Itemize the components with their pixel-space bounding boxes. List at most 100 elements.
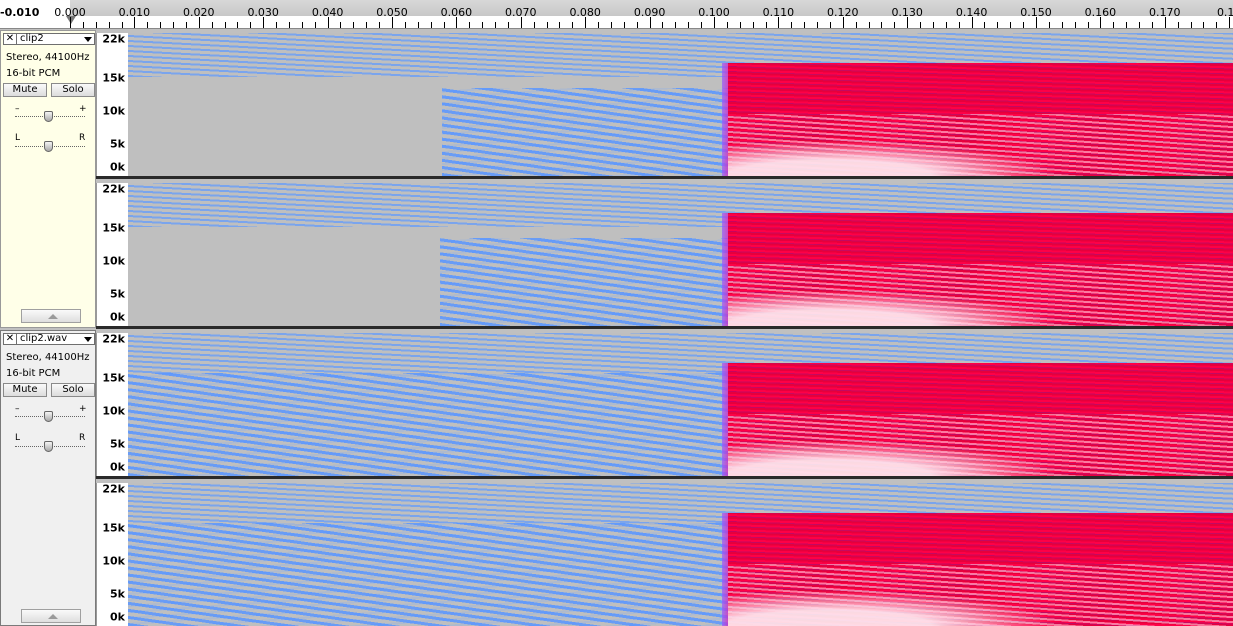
gain-slider-thumb[interactable]: [44, 411, 53, 422]
ruler-shade: [70, 0, 1233, 16]
ruler-major-tick: [134, 17, 136, 28]
spectrogram-channel[interactable]: [128, 33, 1233, 176]
frequency-label: 5k: [110, 587, 125, 601]
spectrogram-channel[interactable]: [128, 483, 1233, 626]
ruler-minor-tick: [623, 22, 625, 28]
ruler-minor-tick: [675, 22, 677, 28]
frequency-scale[interactable]: 22k 15k 10k 5k 0k: [96, 483, 128, 626]
ruler-minor-tick: [662, 22, 664, 28]
ruler-minor-tick: [752, 22, 754, 28]
ruler-minor-tick: [636, 22, 638, 28]
ruler-minor-tick: [147, 22, 149, 28]
ruler-major-tick: [1036, 17, 1037, 28]
ruler-minor-tick: [301, 22, 303, 28]
ruler-minor-tick: [932, 22, 934, 28]
mute-button[interactable]: Mute: [3, 383, 47, 397]
ruler-tick-label: 0.170: [1149, 6, 1181, 19]
pan-left-label: L: [15, 133, 21, 143]
ruler-minor-tick: [1139, 22, 1141, 28]
ruler-minor-tick: [276, 22, 278, 28]
ruler-major-tick: [456, 17, 458, 28]
gain-slider[interactable]: [15, 111, 85, 123]
spectrogram-channel[interactable]: [128, 183, 1233, 326]
pan-slider-thumb[interactable]: [44, 141, 53, 152]
frequency-scale[interactable]: 22k 15k 10k 5k 0k: [96, 33, 128, 176]
ruler-tick-label: 0.050: [376, 6, 408, 19]
ruler-minor-tick: [1010, 22, 1012, 28]
ruler-minor-tick: [173, 22, 175, 28]
gain-plus-label: +: [79, 104, 87, 114]
frequency-label: 22k: [102, 32, 125, 46]
spectrogram-signal-region: [728, 363, 1233, 476]
track-name[interactable]: clip2: [20, 33, 44, 44]
ruler-tick-label: 0.060: [440, 6, 473, 19]
ruler-minor-tick: [881, 22, 883, 28]
frequency-label: 5k: [110, 437, 125, 451]
ruler-major-tick: [842, 17, 844, 28]
ruler-minor-tick: [108, 22, 110, 28]
ruler-minor-tick: [610, 22, 612, 28]
track-bit-depth: 16-bit PCM: [6, 368, 61, 379]
ruler-minor-tick: [121, 22, 123, 28]
solo-button[interactable]: Solo: [51, 83, 95, 97]
ruler-major-tick: [198, 17, 200, 28]
frequency-scale[interactable]: 22k 15k 10k 5k 0k: [96, 183, 128, 326]
pan-right-label: R: [79, 433, 86, 443]
pan-left-label: L: [15, 433, 21, 443]
ruler-minor-tick: [82, 22, 84, 28]
ruler-tick-label: 0.120: [827, 6, 859, 19]
frequency-label: 15k: [102, 521, 125, 535]
ruler-major-tick: [649, 17, 651, 28]
ruler-major-tick: [1229, 17, 1231, 28]
spectrogram-signal-region: [728, 213, 1233, 326]
solo-button[interactable]: Solo: [51, 383, 95, 397]
collapse-track-button[interactable]: [21, 609, 81, 623]
track-title-bar[interactable]: ✕ clip2.wav: [3, 333, 95, 345]
pan-slider[interactable]: [15, 441, 85, 453]
ruler-tick-label: 0.070: [505, 6, 537, 19]
frequency-label: 0k: [110, 310, 125, 324]
spectrogram-channel[interactable]: [128, 333, 1233, 476]
gain-slider-thumb[interactable]: [44, 111, 53, 122]
ruler-minor-tick: [211, 22, 213, 28]
ruler-minor-tick: [314, 22, 316, 28]
mute-button[interactable]: Mute: [3, 83, 47, 97]
track-control-panel-clip2-wav[interactable]: ✕ clip2.wav Stereo, 44100Hz 16-bit PCM M…: [0, 330, 96, 626]
play-head-marker-icon[interactable]: [66, 16, 76, 24]
gain-slider[interactable]: [15, 411, 85, 423]
timeline-ruler[interactable]: -0.010 0.000 0.010 0.020 0.030 0.040 0.050 0.0…: [0, 0, 1233, 29]
ruler-minor-tick: [1113, 22, 1115, 28]
ruler-minor-tick: [920, 22, 922, 28]
track-menu-dropdown-icon[interactable]: [84, 37, 92, 42]
ruler-minor-tick: [185, 22, 187, 28]
pan-slider-thumb[interactable]: [44, 441, 53, 452]
ruler-major-tick: [714, 17, 715, 28]
ruler-minor-tick: [237, 22, 239, 28]
close-track-icon[interactable]: ✕: [4, 334, 17, 344]
channel-divider: [96, 176, 1233, 179]
spectrogram-peak-streaks: [728, 563, 1233, 626]
ruler-minor-tick: [701, 22, 703, 28]
ruler-minor-tick: [95, 22, 97, 28]
track-title-bar[interactable]: ✕ clip2: [3, 33, 95, 45]
track-name[interactable]: clip2.wav: [20, 333, 68, 344]
ruler-major-tick: [907, 17, 909, 28]
track-control-panel-clip2[interactable]: ✕ clip2 Stereo, 44100Hz 16-bit PCM Mute …: [0, 30, 96, 328]
collapse-track-button[interactable]: [21, 309, 81, 323]
ruler-minor-tick: [791, 22, 793, 28]
channel-divider: [96, 476, 1233, 479]
ruler-minor-tick: [1151, 22, 1153, 28]
track-menu-dropdown-icon[interactable]: [84, 337, 92, 342]
ruler-minor-tick: [817, 22, 819, 28]
frequency-label: 10k: [102, 404, 125, 418]
ruler-major-tick: [971, 17, 973, 28]
frequency-label: 10k: [102, 254, 125, 268]
ruler-minor-tick: [160, 22, 162, 28]
spectrogram-peak-streaks: [728, 263, 1233, 326]
ruler-minor-tick: [726, 22, 728, 28]
pan-slider[interactable]: [15, 141, 85, 153]
close-track-icon[interactable]: ✕: [4, 34, 17, 44]
frequency-label: 22k: [102, 332, 125, 346]
ruler-minor-tick: [1087, 22, 1089, 28]
frequency-scale[interactable]: 22k 15k 10k 5k 0k: [96, 333, 128, 476]
